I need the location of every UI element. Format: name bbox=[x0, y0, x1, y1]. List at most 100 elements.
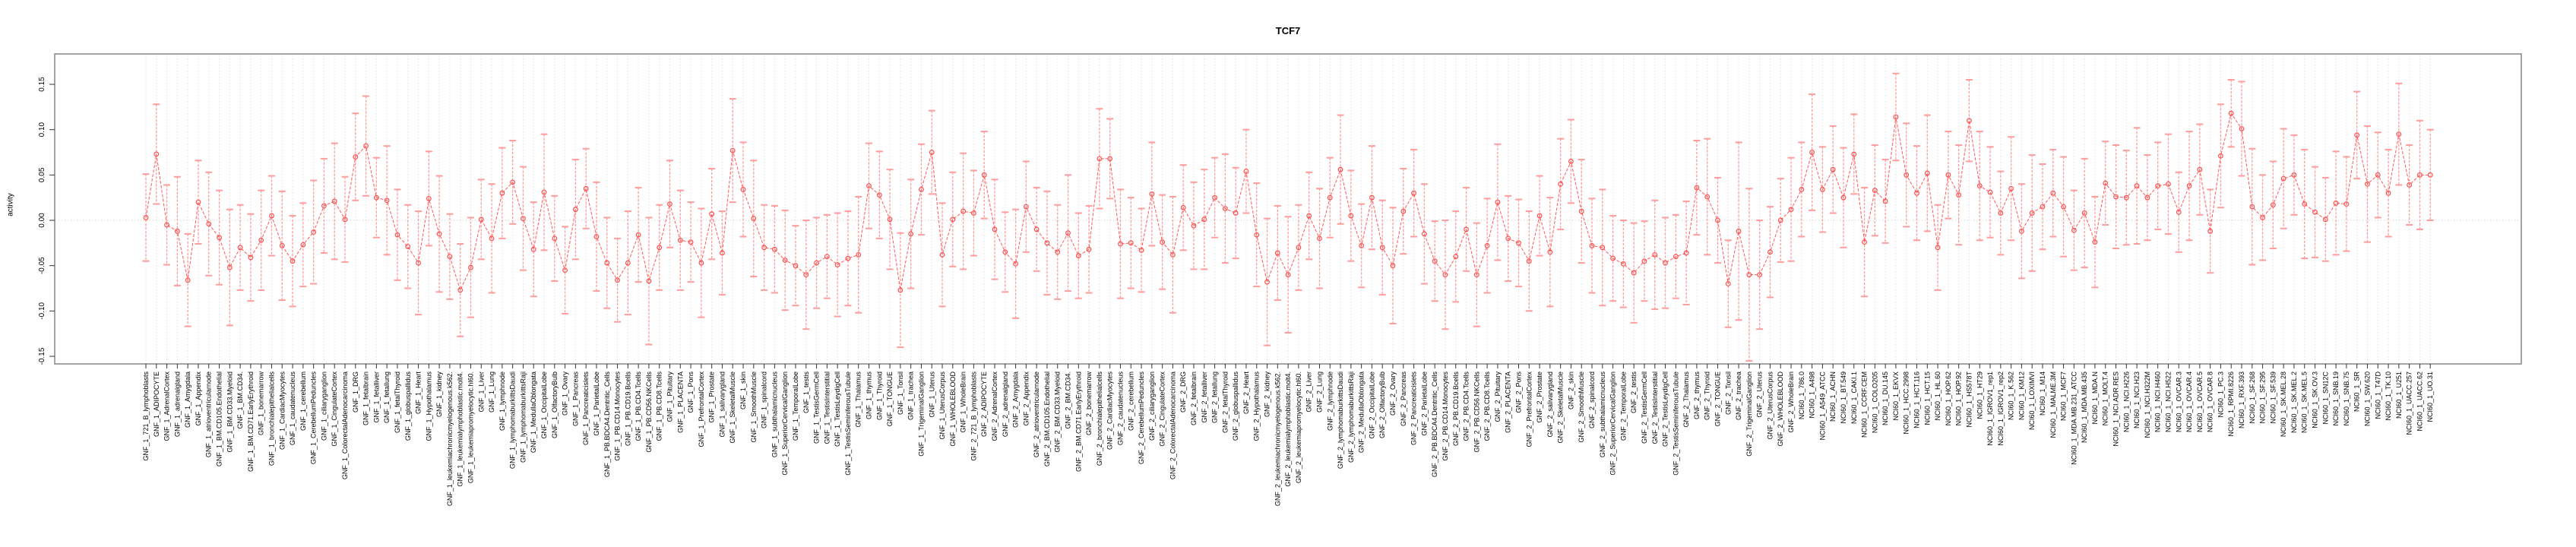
x-tick-label: GNF_2_TestisInterstitial bbox=[1651, 372, 1659, 444]
data-point bbox=[468, 264, 473, 270]
x-tick-label: NCI60_1_M14 bbox=[2039, 372, 2046, 416]
x-tick-label: GNF_1_Pons bbox=[687, 372, 695, 413]
data-point bbox=[1547, 249, 1553, 255]
data-point bbox=[1631, 270, 1637, 276]
data-point bbox=[1359, 243, 1365, 248]
data-point bbox=[174, 228, 180, 234]
x-tick-label: GNF_2_ParietalLobe bbox=[1420, 372, 1428, 436]
x-tick-label: GNF_2_bronchialepithelialcells bbox=[1096, 372, 1103, 466]
data-point bbox=[1652, 251, 1658, 258]
data-point bbox=[1777, 217, 1783, 223]
data-point bbox=[1180, 204, 1186, 210]
x-tick-label: GNF_1_caudatenucleus bbox=[289, 372, 296, 446]
data-point bbox=[688, 239, 694, 245]
data-point bbox=[436, 231, 442, 237]
x-tick-label: GNF_1_TrigeminalGanglion bbox=[917, 372, 925, 457]
data-point bbox=[1317, 236, 1322, 242]
x-tick-label: GNF_1_fetalThyroid bbox=[394, 372, 401, 433]
x-tick-label: GNF_1_PB.CD4.Tcells bbox=[635, 372, 642, 441]
data-point bbox=[1411, 190, 1416, 196]
data-point bbox=[1568, 159, 1574, 164]
x-tick-label: GNF_2_PB.CD8.Tcells bbox=[1483, 372, 1491, 441]
x-tick-label: GNF_1_TestisLeydigCell bbox=[834, 372, 841, 447]
x-tick-label: GNF_2_lymphnode bbox=[1326, 372, 1334, 431]
x-tick-label: GNF_1_fetalbrain bbox=[362, 372, 370, 425]
x-tick-label: GNF_1_leukemiachronicmyelogenous.k562. bbox=[446, 372, 454, 506]
data-point bbox=[1118, 241, 1123, 247]
data-point bbox=[1055, 249, 1061, 255]
data-point bbox=[625, 260, 631, 266]
data-point bbox=[2176, 209, 2182, 215]
x-tick-label: NCI60_1_A498 bbox=[1809, 372, 1816, 419]
chart-title: TCF7 bbox=[1275, 25, 1301, 36]
x-tick-label: GNF_1_721_B_lymphoblasts bbox=[142, 372, 150, 461]
x-tick-label: GNF_2_Amygdala bbox=[1012, 372, 1020, 428]
x-tick-label: GNF_1_TestisInterstitial bbox=[823, 372, 831, 444]
x-tick-label: NCI60_1_U251 bbox=[2395, 372, 2403, 419]
x-tick-label: NCI60_1_RXF.393 bbox=[2238, 372, 2245, 428]
data-point bbox=[447, 254, 453, 260]
series-line bbox=[145, 112, 2431, 292]
x-tick-label: NCI60_1_SK.MEL.2 bbox=[2290, 372, 2298, 433]
x-tick-label: GNF_1_WHOLEBLOOD bbox=[949, 372, 957, 447]
data-point bbox=[1809, 150, 1815, 155]
x-tick-label: GNF_1_Thalamus bbox=[855, 372, 862, 428]
x-tick-label: GNF_1_Lung bbox=[488, 372, 495, 413]
x-tick-label: NCI60_1_KM12 bbox=[2017, 372, 2025, 420]
x-tick-label: GNF_1_PB.CD14.Monocytes bbox=[614, 372, 622, 461]
x-tick-label: GNF_1_cerebellum bbox=[299, 372, 307, 431]
data-point bbox=[1715, 217, 1720, 223]
x-tick-label: GNF_1_SuperiorCervicalGanglion bbox=[781, 372, 789, 476]
data-point bbox=[2197, 166, 2203, 172]
data-point bbox=[2092, 239, 2098, 245]
x-tick-label: GNF_2_kidney bbox=[1264, 372, 1271, 418]
x-tick-label: GNF_2_bonemarrow bbox=[1085, 372, 1093, 436]
y-tick-label: 0.10 bbox=[38, 122, 46, 138]
x-tick-label: GNF_1_Hypothalamus bbox=[425, 372, 432, 441]
data-point bbox=[143, 215, 149, 220]
x-tick-label: GNF_2_Prostate bbox=[1536, 372, 1543, 423]
x-tick-label: GNF_1_fetalliver bbox=[372, 372, 380, 423]
data-point bbox=[416, 260, 421, 266]
x-tick-label: GNF_1_thymus bbox=[866, 372, 873, 420]
data-point bbox=[1464, 226, 1469, 232]
y-tick-label: -0.15 bbox=[38, 347, 46, 365]
data-point bbox=[2207, 228, 2214, 234]
data-point bbox=[2270, 202, 2276, 208]
x-tick-label: GNF_2_721_B_lymphoblasts bbox=[970, 372, 977, 461]
x-tick-label: NCI60_1_SF.539 bbox=[2269, 372, 2277, 424]
x-tick-label: NCI60_1_OVCAR.4 bbox=[2185, 372, 2193, 432]
data-point bbox=[1369, 194, 1375, 201]
data-point bbox=[635, 232, 641, 238]
x-tick-label: GNF_2_PB.CD56.NKCells bbox=[1473, 372, 1480, 453]
x-tick-label: NCI60_1_NCI.H322M bbox=[2144, 372, 2151, 438]
x-tick-label: GNF_2_Pituitary bbox=[1494, 372, 1502, 422]
x-tick-label: GNF_1_Appendix bbox=[195, 372, 202, 426]
data-point bbox=[1819, 187, 1825, 192]
x-tick-label: NCI60_1_HOP.62 bbox=[1945, 372, 1952, 425]
data-point bbox=[2312, 209, 2318, 215]
x-tick-label: GNF_1_leukemiapromyelocytic.hl60. bbox=[467, 372, 474, 483]
x-tick-label: GNF_1_PB.CD19.Bcells bbox=[624, 372, 631, 447]
data-point bbox=[1002, 249, 1008, 255]
x-tick-label: GNF_1_BM.CD34. bbox=[236, 372, 244, 429]
data-point bbox=[279, 243, 285, 248]
data-point bbox=[919, 187, 924, 192]
data-point bbox=[2103, 180, 2109, 186]
data-point bbox=[1138, 247, 1144, 253]
data-point bbox=[1065, 230, 1071, 236]
data-point bbox=[834, 262, 840, 267]
x-tick-label: GNF_1_WholeBrain bbox=[960, 372, 967, 433]
y-axis-title: activity bbox=[6, 193, 15, 217]
x-tick-label: GNF_1_UterusCorpus bbox=[938, 372, 946, 440]
data-point bbox=[866, 183, 872, 189]
x-tick-label: GNF_1_BM.CD71.EarlyErythroid bbox=[247, 372, 255, 472]
data-point bbox=[897, 287, 903, 293]
data-point bbox=[552, 236, 558, 242]
data-point bbox=[2239, 126, 2245, 131]
data-point bbox=[1882, 198, 1888, 204]
data-point bbox=[1013, 261, 1018, 267]
data-point bbox=[1086, 246, 1092, 252]
data-point bbox=[1872, 188, 1878, 194]
data-point bbox=[1212, 194, 1217, 201]
